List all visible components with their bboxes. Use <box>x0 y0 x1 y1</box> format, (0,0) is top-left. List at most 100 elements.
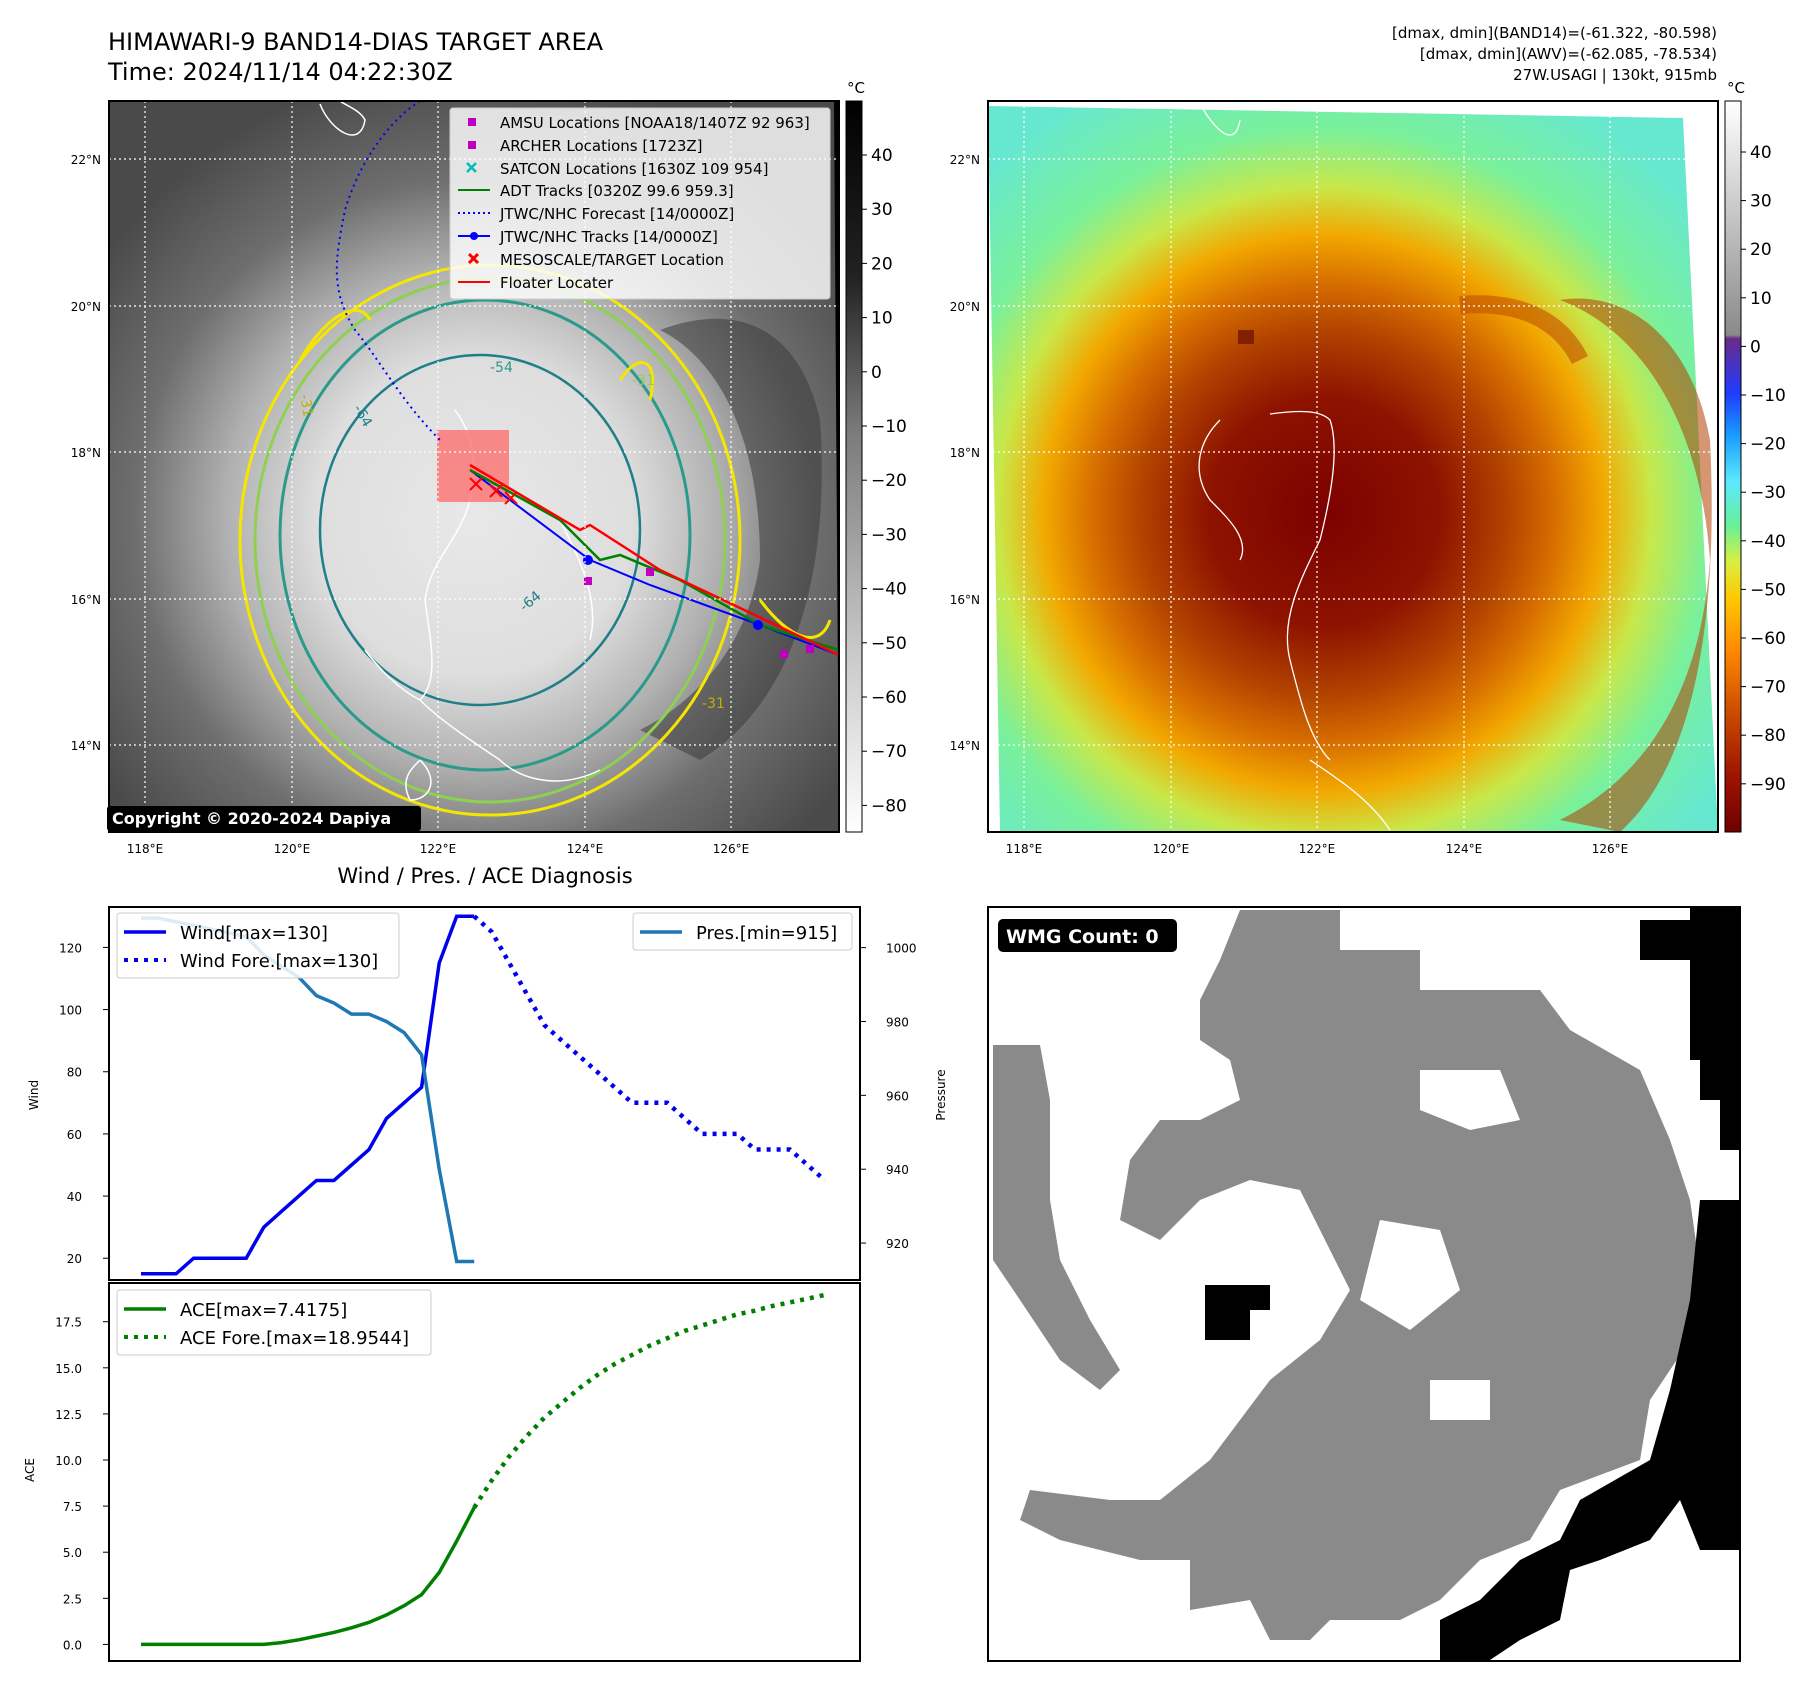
storm-tracks <box>335 101 839 658</box>
ace-forecast-line <box>472 1292 826 1509</box>
pressure-y-tick-label: 960 <box>886 1089 909 1103</box>
pressure-axis-label: Pressure <box>934 1069 948 1120</box>
wmg-panel: WMG Count: 0 <box>987 906 1741 1662</box>
color-colorbar-tick-label: −90 <box>1750 775 1786 795</box>
svg-text:122°E: 122°E <box>1299 842 1336 856</box>
ace-y-tick-label: 2.5 <box>63 1592 82 1606</box>
lon-labels-b: 118°E 120°E 122°E 124°E 126°E <box>1006 842 1629 856</box>
wind-y-tick-label: 100 <box>59 1004 82 1018</box>
svg-text:20°N: 20°N <box>71 300 101 314</box>
stats-line1: [dmax, dmin](BAND14)=(-61.322, -80.598) <box>1392 24 1717 42</box>
ace-legend <box>116 1289 432 1356</box>
map-legend: AMSU Locations [NOAA18/1407Z 92 963] ARC… <box>449 107 831 300</box>
legend-adt: ADT Tracks [0320Z 99.6 959.3] <box>500 182 734 200</box>
svg-text:120°E: 120°E <box>274 842 311 856</box>
svg-text:14°N: 14°N <box>950 739 980 753</box>
wind-legend-label: Wind[max=130] <box>180 923 328 944</box>
pres-legend-label: Pres.[min=915] <box>696 923 837 944</box>
contour-label: -31 <box>296 393 316 418</box>
gray-colorbar-tick-label: −70 <box>871 742 907 762</box>
ace-y-tick-label: 15.0 <box>55 1362 82 1376</box>
contour-label: -31 <box>702 696 725 712</box>
svg-text:22°N: 22°N <box>950 153 980 167</box>
legend-archer: ARCHER Locations [1723Z] <box>500 137 703 155</box>
pressure-y-tick-label: 920 <box>886 1237 909 1251</box>
svg-text:122°E: 122°E <box>420 842 457 856</box>
svg-text:18°N: 18°N <box>950 446 980 460</box>
ace-line <box>141 1506 476 1647</box>
plot-title-line1: HIMAWARI-9 BAND14-DIAS TARGET AREA <box>108 28 604 56</box>
pressure-y-tick-label: 980 <box>886 1015 909 1029</box>
wind-y-tick-label: 120 <box>59 941 82 955</box>
gray-colorbar: °C 40 30 20 10 0 −10 −20 −30 −40 −50 −60 −70 −80 <box>845 79 907 833</box>
stats-line3: 27W.USAGI | 130kt, 915mb <box>1513 66 1717 84</box>
copyright-text: Copyright © 2020-2024 Dapiya <box>112 809 391 828</box>
color-colorbar-tick-label: −50 <box>1750 580 1786 600</box>
gray-colorbar-tick-label: 10 <box>871 309 893 329</box>
svg-text:20°N: 20°N <box>950 300 980 314</box>
ace-axis-label: ACE <box>23 1458 37 1482</box>
color-colorbar-tick-label: 0 <box>1750 337 1761 357</box>
gray-colorbar-tick-label: 0 <box>871 363 882 383</box>
color-colorbar-tick-label: 10 <box>1750 289 1772 309</box>
legend-amsu: AMSU Locations [NOAA18/1407Z 92 963] <box>500 114 810 132</box>
ir-color-map: 22°N 20°N 18°N 16°N 14°N 118°E 120°E 122… <box>950 100 1719 856</box>
svg-text:124°E: 124°E <box>567 842 604 856</box>
legend-floater: Floater Locater <box>500 274 614 292</box>
svg-text:126°E: 126°E <box>713 842 750 856</box>
ace-legend-label: ACE[max=7.4175] <box>180 1300 347 1321</box>
wind-line <box>141 914 475 1276</box>
svg-text:14°N: 14°N <box>71 739 101 753</box>
color-colorbar-tick-label: −20 <box>1750 435 1786 455</box>
pressure-y-tick-label: 1000 <box>886 942 917 956</box>
lat-labels-b: 22°N 20°N 18°N 16°N 14°N <box>950 153 980 753</box>
gray-colorbar-tick-label: −30 <box>871 525 907 545</box>
stats-line2: [dmax, dmin](AWV)=(-62.085, -78.534) <box>1420 45 1717 63</box>
legend-jtwc-forecast: JTWC/NHC Forecast [14/0000Z] <box>499 205 734 223</box>
svg-text:118°E: 118°E <box>1006 842 1043 856</box>
color-colorbar-tick-label: 20 <box>1750 240 1772 260</box>
wmg-count-box <box>998 919 1177 952</box>
gray-colorbar-tick-label: 20 <box>871 254 893 274</box>
ace-y-tick-label: 7.5 <box>63 1500 82 1514</box>
wmg-count-text: WMG Count: 0 <box>1006 926 1159 948</box>
ace-y-tick-label: 17.5 <box>55 1316 82 1330</box>
wind-y-tick-label: 60 <box>67 1128 82 1142</box>
color-colorbar-tick-label: −40 <box>1750 532 1786 552</box>
contour-label: -54 <box>490 360 513 376</box>
gray-colorbar-tick-label: −60 <box>871 688 907 708</box>
gray-colorbar-tick-label: −40 <box>871 580 907 600</box>
wind-fore-legend-label: Wind Fore.[max=130] <box>180 951 378 972</box>
pres-legend <box>632 912 853 951</box>
wind-y-tick-label: 40 <box>67 1190 82 1204</box>
lon-labels-a: 118°E 120°E 122°E 124°E 126°E <box>127 842 750 856</box>
copyright-box <box>107 806 421 831</box>
svg-text:118°E: 118°E <box>127 842 164 856</box>
gray-colorbar-tick-label: −20 <box>871 471 907 491</box>
ace-fore-legend-label: ACE Fore.[max=18.9544] <box>180 1328 409 1349</box>
ace-y-tick-label: 10.0 <box>55 1454 82 1468</box>
plot-title-line2: Time: 2024/11/14 04:22:30Z <box>107 58 453 86</box>
wind-pressure-chart: 20 40 60 80 100 120 920 940 960 980 1000 Wind Pres… <box>27 906 948 1281</box>
color-colorbar-tick-label: −80 <box>1750 726 1786 746</box>
gray-colorbar-tick-label: −80 <box>871 796 907 816</box>
ace-chart: 0.0 2.5 5.0 7.5 10.0 12.5 15.0 17.5 ACE ACE[max… <box>23 1282 861 1662</box>
gray-colorbar-unit: °C <box>847 79 865 97</box>
map-gridlines-b <box>988 101 1718 832</box>
color-colorbar-unit: °C <box>1727 79 1745 97</box>
wind-y-tick-label: 80 <box>67 1066 82 1080</box>
ace-y-tick-label: 5.0 <box>63 1546 82 1560</box>
color-colorbar-tick-label: 40 <box>1750 143 1772 163</box>
svg-text:18°N: 18°N <box>71 446 101 460</box>
legend-target: MESOSCALE/TARGET Location <box>500 251 724 269</box>
lat-labels-a: 22°N 20°N 18°N 16°N 14°N <box>71 153 101 753</box>
gray-colorbar-tick-label: −50 <box>871 634 907 654</box>
color-colorbar-tick-label: 30 <box>1750 192 1772 212</box>
wind-y-tick-label: 20 <box>67 1252 82 1266</box>
color-colorbar: °C 40 30 20 10 0 −10 −20 −30 −40 −50 −60 −70 −80 −90 <box>1724 79 1786 833</box>
svg-text:16°N: 16°N <box>950 593 980 607</box>
svg-text:16°N: 16°N <box>71 593 101 607</box>
wind-axis-label: Wind <box>27 1080 41 1110</box>
gray-colorbar-tick-label: 30 <box>871 200 893 220</box>
